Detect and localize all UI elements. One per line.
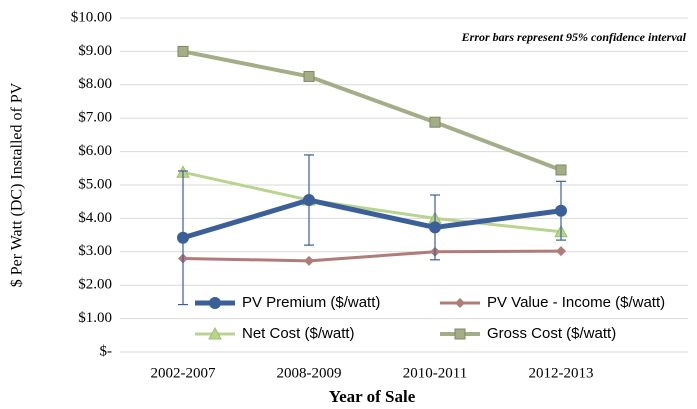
legend: PV Premium ($/watt) PV Value - Income ($/… [195, 294, 665, 342]
y-tick-label: $3.00 [78, 243, 112, 259]
x-tick-label: 2002-2007 [151, 365, 216, 381]
marker [177, 231, 189, 244]
y-tick-label: $9.00 [78, 43, 112, 59]
marker [556, 246, 566, 257]
x-axis-title: Year of Sale [329, 387, 416, 406]
annotation: Error bars represent 95% confidence inte… [461, 30, 687, 44]
y-tick-label: $7.00 [78, 110, 112, 126]
x-tick-label: 2008-2009 [277, 365, 342, 381]
y-tick-label: $4.00 [78, 210, 112, 226]
series-line [182, 170, 562, 234]
x-tick-label: 2012-2013 [529, 365, 594, 381]
y-tick-label: $5.00 [78, 176, 112, 192]
x-tick-label: 2010-2011 [403, 365, 467, 381]
y-tick-label: $8.00 [78, 76, 112, 92]
y-axis-title: $ Per Watt (DC) Installed of PV [9, 82, 26, 287]
y-tick-label: $10.00 [71, 9, 112, 25]
marker [304, 255, 314, 266]
legend-label: Gross Cost ($/watt) [487, 325, 616, 342]
marker [455, 298, 465, 308]
marker [177, 45, 189, 57]
marker [555, 164, 567, 176]
series-line [182, 197, 562, 241]
marker [209, 297, 221, 309]
legend-label: Net Cost ($/watt) [242, 325, 355, 342]
marker [303, 70, 315, 82]
series-line [182, 249, 562, 263]
y-tick-label: $2.00 [78, 277, 112, 293]
marker [303, 194, 315, 207]
marker [429, 221, 441, 234]
legend-label: PV Premium ($/watt) [242, 294, 380, 311]
y-tick-label: $- [100, 343, 113, 359]
y-tick-label: $1.00 [78, 310, 112, 326]
legend-label: PV Value - Income ($/watt) [487, 294, 665, 311]
marker [555, 204, 567, 217]
y-tick-label: $6.00 [78, 143, 112, 159]
marker [429, 116, 441, 128]
series-line [182, 49, 562, 172]
marker [208, 326, 222, 340]
marker [454, 328, 466, 340]
